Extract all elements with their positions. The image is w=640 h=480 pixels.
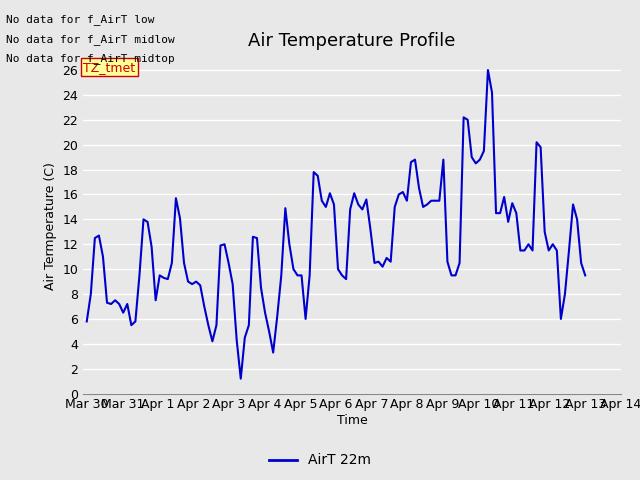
Y-axis label: Air Termperature (C): Air Termperature (C)	[44, 162, 57, 289]
Legend: AirT 22m: AirT 22m	[264, 448, 376, 473]
X-axis label: Time: Time	[337, 414, 367, 427]
Text: TZ_tmet: TZ_tmet	[83, 60, 135, 74]
Title: Air Temperature Profile: Air Temperature Profile	[248, 33, 456, 50]
Text: No data for f_AirT low: No data for f_AirT low	[6, 14, 155, 25]
Text: No data for f_AirT midlow: No data for f_AirT midlow	[6, 34, 175, 45]
Text: No data for f_AirT midtop: No data for f_AirT midtop	[6, 53, 175, 64]
